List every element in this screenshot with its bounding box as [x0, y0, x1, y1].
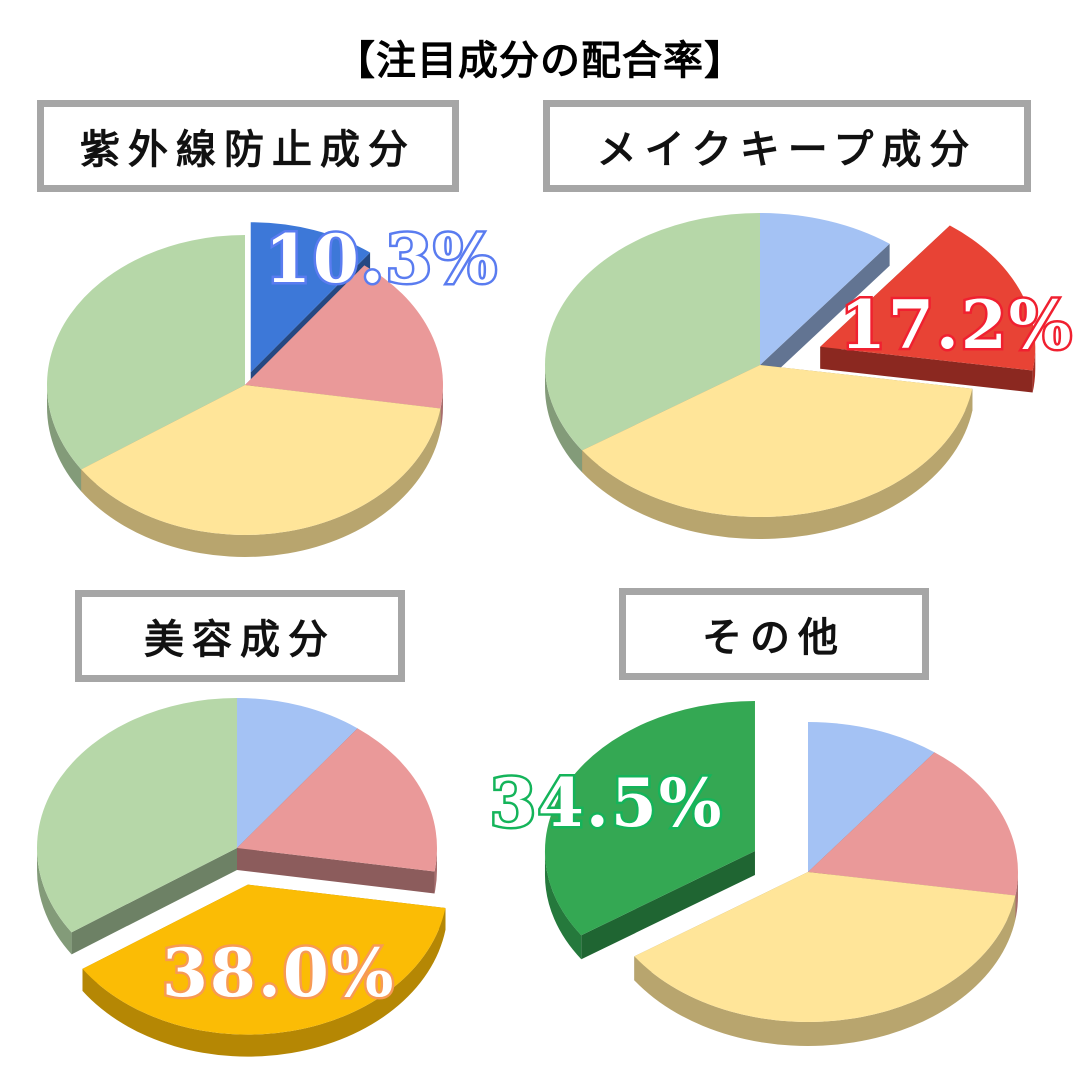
pie-chart-1: 10.3%	[47, 218, 499, 558]
pie-slice-3	[82, 884, 446, 1057]
page-title: 【注目成分の配合率】	[335, 37, 745, 84]
percentage-label: 10.3%	[265, 220, 498, 298]
pie-chart-4: 34.5%	[488, 700, 1019, 1046]
pie-slice-3	[634, 872, 1016, 1046]
pie-chart-3: 38.0%	[36, 698, 446, 1057]
pie-slice-1	[760, 213, 890, 387]
panel-label-beauty: 美容成分	[75, 590, 405, 682]
panel-label-makekeep: メイクキープ成分	[543, 100, 1031, 192]
percentage-label: 38.0%	[162, 934, 395, 1012]
pie-slice-3	[81, 385, 441, 558]
percentage-label: 34.5%	[490, 764, 723, 842]
panel-label-other: その他	[619, 588, 929, 680]
percentage-label: 17.2%	[840, 286, 1073, 364]
pie-slice-4	[36, 698, 237, 955]
panel-label-uv: 紫外線防止成分	[37, 100, 459, 192]
pie-slice-4	[544, 700, 755, 960]
pie-chart-2: 17.2%	[545, 213, 1074, 539]
pie-slice-2	[820, 225, 1036, 393]
pie-slice-2	[237, 728, 437, 894]
pie-slice-3	[582, 365, 973, 539]
